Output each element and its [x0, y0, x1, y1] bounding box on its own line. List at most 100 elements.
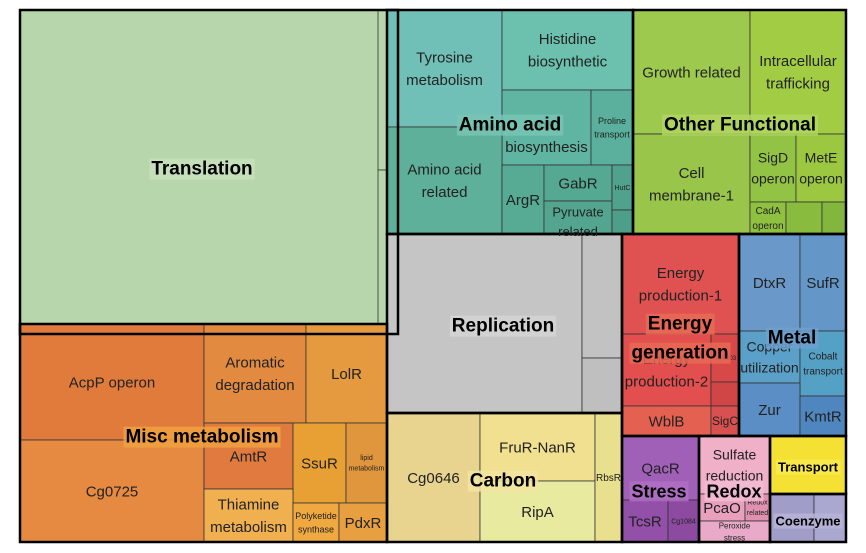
treemap-group-border-coenzyme	[768, 492, 848, 544]
treemap-group-label-bg-carbon	[467, 470, 539, 492]
treemap-group-borders	[18, 8, 848, 544]
treemap-group-label-transport: Transport	[778, 460, 839, 475]
treemap-leaf-label-cg0646: Cg0646	[407, 470, 460, 487]
treemap-leaf-label-aromatic-degradation: Aromatic degradation	[215, 355, 294, 395]
treemap-leaf-carbon-cg0646	[386, 412, 481, 543]
treemap-leaf-label-qacr: QacR	[641, 460, 680, 477]
treemap-leaf-amino-acid-pyruvate-related	[543, 200, 613, 235]
treemap-leaf-label-argr: ArgR	[506, 192, 540, 209]
treemap-leaf-label-frur-nanr: FruR-NanR	[499, 439, 576, 456]
treemap-group-label-bg-generation	[629, 342, 731, 364]
treemap-leaf-label-polyketide-synthase: Polyketide synthase	[295, 511, 337, 535]
treemap-group-label-bg-energy	[645, 313, 715, 335]
treemap-leaf-other-functional-6	[785, 201, 823, 235]
treemap-group-label-bg-metal	[765, 327, 819, 349]
treemap-leaf-energy-generation-sigc	[710, 405, 740, 437]
treemap-group-label-coenzyme: Coenzyme	[775, 514, 840, 529]
treemap-leaf-translation-1	[377, 9, 388, 171]
treemap-leaf-label-histidine-biosynthetic: Histidine biosynthetic	[528, 31, 608, 71]
treemap-leaf-misc-metabolism-lipid-metabolism	[345, 422, 388, 504]
treemap-leaf-energy-generation-3	[710, 381, 740, 407]
treemap-leaf-carbon-rbsr	[594, 412, 623, 543]
treemap-group-label-carbon: Carbon	[470, 471, 537, 492]
treemap-leaf-label-rbsr: RbsR	[596, 473, 621, 484]
treemap-leaf-label-redox-related: Redox related	[747, 500, 769, 518]
treemap-group-label-bg-amino-acid	[456, 114, 564, 136]
treemap-leaf-label-wblb: WblB	[649, 413, 685, 430]
treemap-group-label-bg-stress	[629, 481, 689, 502]
treemap-leaf-other-functional-mete-operon	[795, 133, 847, 203]
treemap-leaf-label-sigd-operon: SigD operon	[751, 149, 795, 186]
treemap-group-label-replication: Replication	[452, 316, 554, 337]
treemap-leaf-label-acpp-operon: AcpP operon	[69, 374, 155, 391]
treemap-leaf-label-cell-membrane-1: Cell membrane-1	[649, 165, 734, 205]
treemap-leaf-label-tyrosine-metabolism: Tyrosine metabolism	[406, 50, 483, 90]
treemap-leaf-label-amino-acid-related: Amino acid related	[407, 162, 481, 202]
treemap-leaf-label-sigc: SigC	[712, 414, 738, 428]
treemap-leaf-label-mete-operon: MetE operon	[799, 149, 843, 186]
treemap-group-label-bg-other-functional	[662, 114, 818, 136]
treemap-leaf-label-hutc: HutC	[615, 185, 631, 192]
treemap-leaf-misc-metabolism-cg0725	[19, 439, 205, 543]
treemap-leaf-other-functional-7	[821, 201, 847, 235]
treemap-leaf-label-dtxr: DtxR	[753, 275, 787, 292]
treemap-group-label-amino-acid: Amino acid	[459, 115, 561, 136]
treemap-leaf-label-proline-transport: Proline transport	[594, 116, 630, 139]
treemap-group-label-bg-translation	[149, 158, 255, 180]
treemap-leaf-other-functional-cada-operon	[749, 201, 787, 235]
treemap-group-label-misc-metabolism: Misc metabolism	[125, 427, 278, 448]
treemap-leaf-label-intracellular-trafficking: Intracellular trafficking	[759, 53, 837, 93]
treemap-leaf-misc-metabolism-aromatic-degradation	[203, 323, 307, 424]
treemap-leaf-misc-metabolism-lolr	[305, 323, 388, 424]
treemap-group-label-bg-coenzyme	[773, 513, 843, 529]
treemap-leaf-misc-metabolism-ssur	[292, 422, 347, 504]
treemap-leaf-label-energy-production-1: Energy production-1	[639, 265, 722, 305]
treemap-leaf-label-thiamine-metabolism: Thiamine metabolism	[210, 497, 287, 537]
treemap-leaves	[19, 9, 847, 543]
treemap-group-label-bg-redox	[704, 481, 764, 502]
treemap-group-label-stress: Stress	[631, 481, 686, 501]
treemap-group-label-redox: Redox	[706, 481, 761, 501]
treemap-leaf-label-tcsr: TcsR	[628, 513, 662, 530]
treemap-group-label-bg-replication	[449, 315, 557, 337]
treemap-leaf-amino-acid-amino-acid-related	[386, 126, 503, 235]
treemap-leaf-energy-generation-wblb	[621, 405, 712, 437]
treemap-leaf-other-functional-growth-related	[632, 9, 751, 135]
treemap-leaf-label-ssur: SsuR	[301, 455, 338, 472]
treemap-leaf-other-functional-sigd-operon	[749, 133, 797, 203]
treemap-leaf-misc-metabolism-pdxr	[338, 502, 388, 543]
treemap-leaf-label-gabr: GabR	[558, 175, 597, 192]
treemap-group-border-translation	[18, 8, 400, 336]
treemap-leaf-label-cg0725: Cg0725	[86, 483, 139, 500]
treemap-leaf-stress-cg1084	[667, 499, 700, 543]
treemap-leaf-amino-acid-proline-transport	[590, 89, 634, 166]
treemap-leaf-amino-acid-tyrosine-metabolism	[386, 9, 503, 128]
treemap-leaf-amino-acid-histidine-biosynthetic	[501, 9, 634, 91]
treemap-group-label-other-functional: Other Functional	[664, 115, 816, 136]
treemap-leaf-metal-dtxr	[738, 233, 801, 332]
treemap-leaf-label-ripa: RipA	[521, 504, 554, 521]
treemap-leaf-misc-metabolism-acpp-operon	[19, 323, 205, 441]
treemap-leaf-other-functional-cell-membrane-1	[632, 133, 751, 235]
treemap-leaf-label-pdxr: PdxR	[345, 515, 382, 532]
treemap-leaf-label-cobalt-transport: Cobalt transport	[803, 352, 843, 378]
treemap-leaf-label-kmtr: KmtR	[804, 408, 842, 425]
treemap-leaf-label-cada-operon: CadA operon	[752, 206, 783, 232]
treemap-leaf-amino-acid-9	[611, 209, 634, 235]
treemap-group-label-bg-transport	[776, 459, 841, 475]
treemap-group-label-energy: Energy	[648, 314, 713, 335]
treemap-leaf-metal-sufr	[799, 233, 847, 332]
treemap-leaf-label-zur: Zur	[758, 402, 781, 419]
treemap-group-label-generation: generation	[631, 343, 728, 364]
treemap-leaf-replication-2	[581, 357, 623, 414]
treemap-leaf-translation-2	[377, 169, 388, 325]
treemap-leaf-label-amtr: AmtR	[230, 448, 268, 465]
treemap-leaf-label-lipid-metabolism: lipid metabolism	[349, 455, 385, 473]
treemap-leaf-label-growth-related: Growth related	[642, 64, 740, 81]
treemap-group-label-bg-misc-metabolism	[123, 426, 281, 448]
treemap-leaf-label-peroxide-stress: Peroxide stress	[719, 521, 751, 542]
treemap-group-label-metal: Metal	[768, 328, 817, 349]
treemap-leaf-label-sufr: SufR	[806, 275, 840, 292]
treemap-leaf-misc-metabolism-polyketide-synthase	[292, 502, 340, 543]
